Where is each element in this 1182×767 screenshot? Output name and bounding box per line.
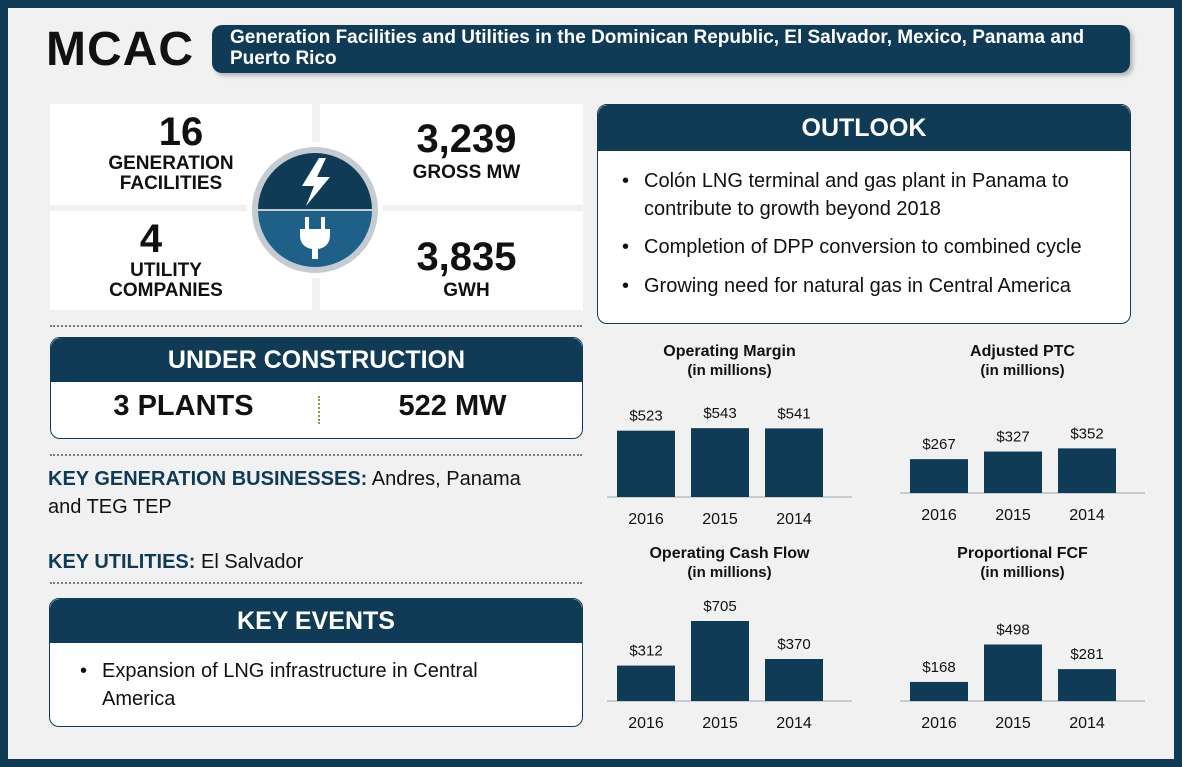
category-label: 2016 — [628, 715, 664, 732]
bar-2014 — [765, 428, 823, 497]
outlook-title: OUTLOOK — [598, 105, 1130, 151]
chart-subtitle: (in millions) — [980, 362, 1065, 379]
under-construction-mw: 522 MW — [398, 390, 507, 422]
bar-2016 — [617, 430, 675, 497]
key-events-item: Expansion of LNG infrastructure in Centr… — [74, 657, 542, 713]
stat-utility-label1: UTILITY — [130, 260, 202, 281]
key-utilities-text: KEY UTILITIES: El Salvador — [48, 548, 548, 576]
category-label: 2014 — [776, 511, 812, 528]
outlook-panel: OUTLOOK Colón LNG terminal and gas plant… — [597, 104, 1131, 324]
category-label: 2016 — [921, 715, 957, 732]
data-label: $281 — [1070, 646, 1103, 663]
divider — [318, 396, 320, 424]
stat-generation: 16 GENERATION FACILITIES — [50, 104, 312, 205]
chart-operating-margin: Operating Margin (in millions) — [607, 342, 852, 380]
chart-operating-cash-flow-plot: $312 2016 $705 2015 $370 2014 — [607, 598, 852, 732]
bar-2015 — [984, 644, 1042, 701]
divider — [50, 582, 582, 584]
chart-title: Adjusted PTC — [970, 343, 1075, 360]
stat-gwh-label: GWH — [443, 280, 490, 301]
chart-subtitle: (in millions) — [980, 564, 1065, 581]
data-label: $543 — [703, 405, 736, 422]
key-events-panel: KEY EVENTS Expansion of LNG infrastructu… — [49, 598, 583, 727]
stat-generation-label2: FACILITIES — [119, 173, 223, 194]
key-utilities-value: El Salvador — [195, 551, 304, 573]
bar-2015 — [691, 621, 749, 701]
chart-title: Proportional FCF — [957, 545, 1088, 562]
key-generation-text: KEY GENERATION BUSINESSES: Andres, Panam… — [48, 465, 548, 521]
stat-generation-label1: GENERATION — [108, 153, 234, 174]
category-label: 2015 — [702, 715, 738, 732]
chart-proportional-fcf-plot: $168 2016 $498 2015 $281 2014 — [900, 621, 1145, 732]
plug-icon — [300, 217, 330, 259]
chart-adjusted-ptc-plot: $267 2016 $327 2015 $352 2014 — [900, 425, 1145, 524]
data-label: $370 — [777, 636, 810, 653]
under-construction-plants: 3 PLANTS — [113, 390, 254, 422]
stat-utility-value: 4 — [139, 217, 163, 261]
bar-2014 — [1058, 448, 1116, 493]
power-icon — [247, 142, 383, 278]
category-label: 2015 — [995, 715, 1031, 732]
category-label: 2015 — [702, 511, 738, 528]
stat-gross-mw-value: 3,239 — [416, 117, 517, 161]
data-label: $498 — [996, 621, 1029, 638]
under-construction-title: UNDER CONSTRUCTION — [51, 338, 582, 382]
bar-2016 — [910, 681, 968, 701]
outlook-item: Completion of DPP conversion to combined… — [616, 233, 1122, 261]
outlook-list: Colón LNG terminal and gas plant in Pana… — [598, 167, 1130, 300]
under-construction-panel: UNDER CONSTRUCTION 3 PLANTS 522 MW — [50, 337, 583, 439]
header-banner: Generation Facilities and Utilities in t… — [212, 25, 1130, 73]
data-label: $168 — [922, 659, 955, 676]
data-label: $352 — [1070, 425, 1103, 442]
category-label: 2016 — [921, 507, 957, 524]
key-events-title: KEY EVENTS — [50, 599, 582, 643]
data-label: $705 — [703, 598, 736, 615]
category-label: 2016 — [628, 511, 664, 528]
data-label: $327 — [996, 429, 1029, 446]
bar-2015 — [984, 451, 1042, 493]
chart-title: Operating Cash Flow — [649, 545, 810, 562]
divider — [50, 325, 582, 327]
key-events-list: Expansion of LNG infrastructure in Centr… — [50, 657, 582, 713]
logo-title: MCAC — [46, 23, 194, 76]
stat-utility-label2: COMPANIES — [109, 280, 223, 301]
chart-operating-cash-flow: Operating Cash Flow (in millions) — [607, 544, 852, 582]
lightning-bolt-icon — [302, 158, 330, 206]
data-label: $312 — [629, 643, 662, 660]
chart-subtitle: (in millions) — [687, 564, 772, 581]
category-label: 2014 — [776, 715, 812, 732]
key-generation-value: Andres, Panama and TEG TEP — [48, 468, 521, 518]
key-utilities-label: KEY UTILITIES: — [48, 551, 196, 573]
stat-generation-value: 16 — [158, 110, 204, 154]
category-label: 2014 — [1069, 715, 1105, 732]
outlook-item: Colón LNG terminal and gas plant in Pana… — [616, 167, 1122, 223]
bar-2016 — [617, 665, 675, 701]
key-generation-label: KEY GENERATION BUSINESSES: — [48, 468, 368, 490]
bar-2015 — [691, 428, 749, 497]
outlook-item: Growing need for natural gas in Central … — [616, 272, 1122, 300]
chart-proportional-fcf: Proportional FCF (in millions) — [900, 544, 1145, 582]
data-label: $523 — [629, 408, 662, 425]
bar-2014 — [1058, 669, 1116, 701]
divider — [50, 454, 582, 456]
data-label: $541 — [777, 405, 810, 422]
category-label: 2015 — [995, 507, 1031, 524]
category-label: 2014 — [1069, 507, 1105, 524]
stat-gwh-value: 3,835 — [416, 235, 517, 279]
stat-gross-mw-label: GROSS MW — [412, 162, 521, 183]
bar-2014 — [765, 659, 823, 701]
chart-title: Operating Margin — [663, 343, 796, 360]
data-label: $267 — [922, 436, 955, 453]
bar-2016 — [910, 459, 968, 493]
chart-operating-margin-plot: $523 2016 $543 2015 $541 2014 — [607, 405, 852, 528]
chart-adjusted-ptc: Adjusted PTC (in millions) — [900, 342, 1145, 380]
chart-subtitle: (in millions) — [687, 362, 772, 379]
